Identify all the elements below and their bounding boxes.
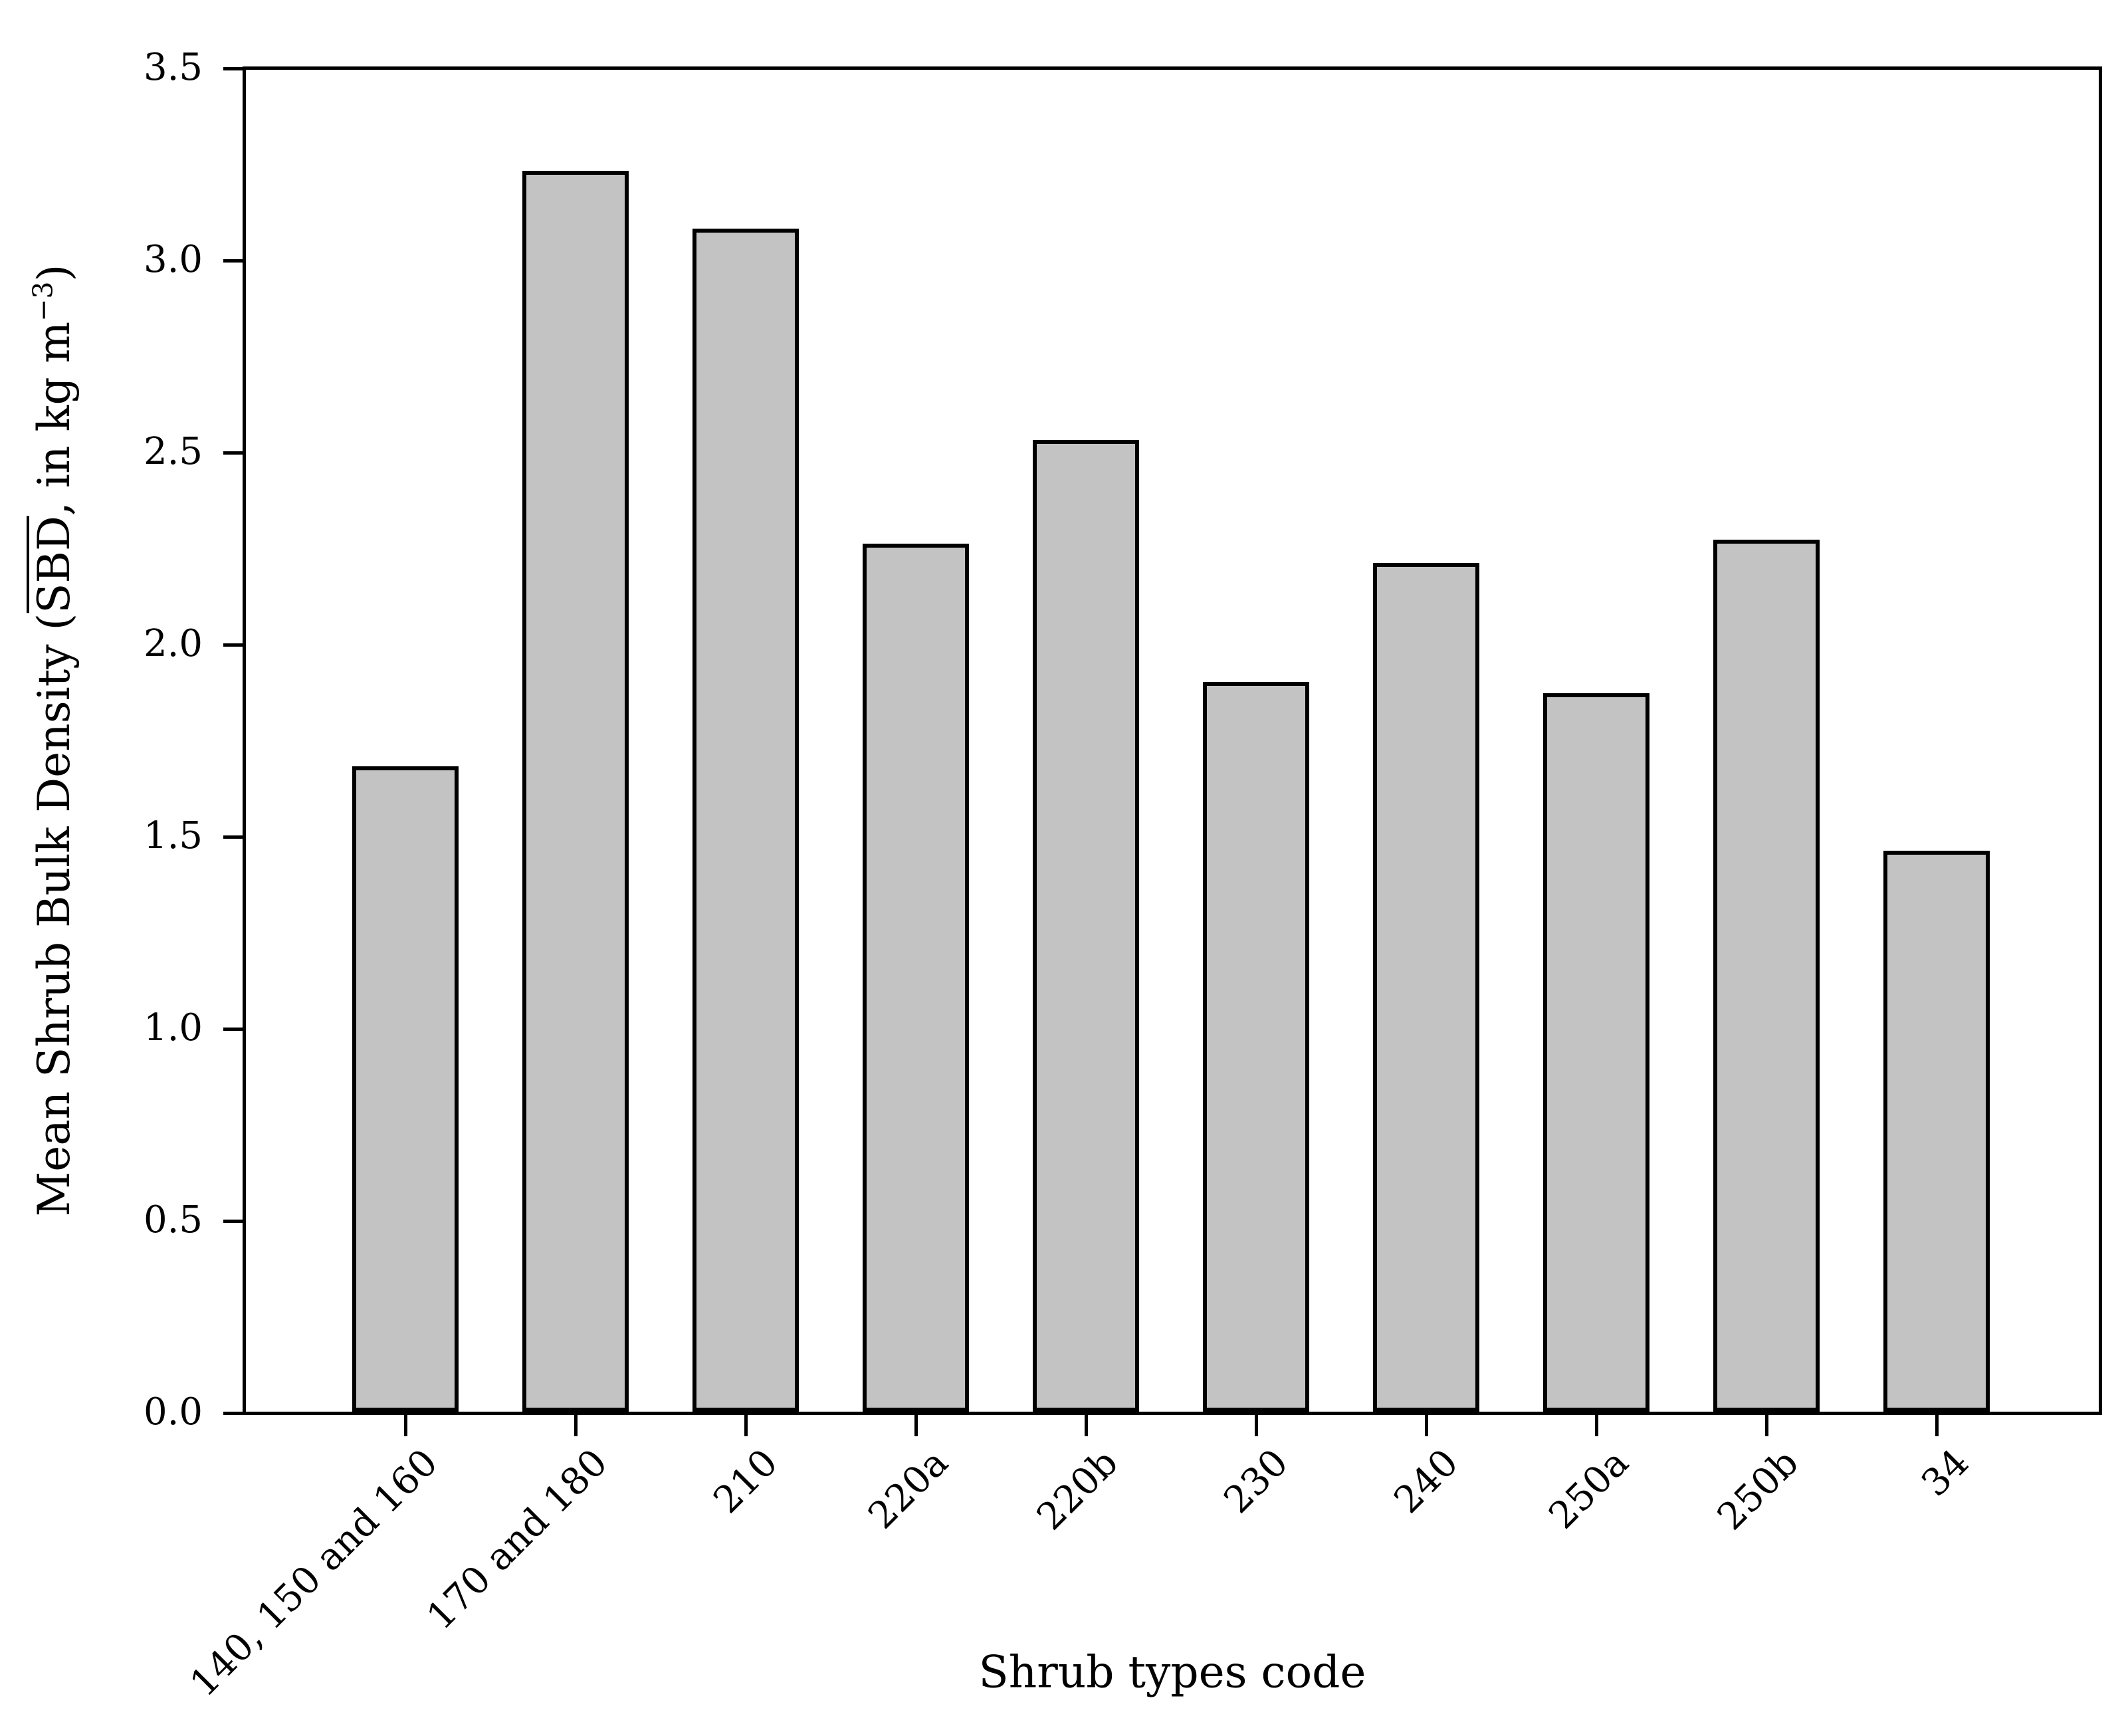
- bar: [1373, 563, 1479, 1412]
- x-tick-mark: [914, 1415, 918, 1436]
- y-tick-mark: [223, 835, 245, 839]
- y-axis-title-suffix: ): [29, 264, 80, 282]
- x-tick-label: 170 and 180: [419, 1441, 617, 1638]
- x-tick-label: 210: [705, 1441, 787, 1522]
- x-tick-mark: [1085, 1415, 1088, 1436]
- x-tick-label: 250a: [1540, 1441, 1638, 1538]
- y-tick-label: 1.0: [143, 1006, 203, 1049]
- x-tick-label: 230: [1216, 1441, 1297, 1522]
- y-tick-mark: [223, 1412, 245, 1415]
- bar: [1033, 440, 1139, 1412]
- y-tick-label: 2.0: [143, 622, 203, 665]
- y-tick-mark: [223, 259, 245, 263]
- y-tick-mark: [223, 1028, 245, 1031]
- y-axis-title-superscript: −3: [27, 281, 59, 322]
- y-tick-label: 0.0: [143, 1390, 203, 1434]
- bar: [692, 229, 799, 1412]
- x-tick-mark: [1255, 1415, 1258, 1436]
- bar: [1543, 693, 1649, 1412]
- x-axis-title: Shrub types code: [978, 1646, 1366, 1698]
- x-tick-label: 250b: [1709, 1441, 1808, 1539]
- y-tick-mark: [223, 67, 245, 70]
- y-tick-label: 1.5: [143, 814, 203, 857]
- y-axis-title: Mean Shrub Bulk Density (SBD, in kg m−3): [27, 264, 80, 1217]
- bar: [522, 171, 629, 1412]
- plot-area: [243, 66, 2102, 1415]
- x-tick-mark: [574, 1415, 578, 1436]
- x-tick-mark: [1595, 1415, 1598, 1436]
- x-tick-label: 220b: [1029, 1441, 1127, 1539]
- y-axis-title-prefix: Mean Shrub Bulk Density (: [29, 613, 80, 1217]
- y-tick-mark: [223, 451, 245, 455]
- x-tick-label: 240: [1386, 1441, 1467, 1522]
- y-tick-mark: [223, 1220, 245, 1223]
- x-tick-mark: [744, 1415, 748, 1436]
- bar: [1883, 851, 1990, 1412]
- y-tick-label: 2.5: [143, 430, 203, 473]
- bar: [1713, 540, 1820, 1412]
- y-tick-label: 3.0: [143, 238, 203, 281]
- y-tick-mark: [223, 643, 245, 647]
- x-tick-label: 220a: [859, 1441, 957, 1538]
- x-tick-mark: [1765, 1415, 1768, 1436]
- x-tick-label: 140, 150 and 160: [181, 1441, 447, 1705]
- x-tick-mark: [1935, 1415, 1939, 1436]
- x-tick-label: 34: [1913, 1441, 1978, 1505]
- y-axis-title-sbd-overline: SBD: [27, 516, 80, 613]
- x-tick-mark: [1425, 1415, 1428, 1436]
- y-tick-label: 3.5: [143, 46, 203, 89]
- bar: [352, 766, 459, 1412]
- bar: [863, 544, 969, 1412]
- bar: [1203, 682, 1309, 1412]
- y-tick-label: 0.5: [143, 1198, 203, 1242]
- x-tick-mark: [404, 1415, 407, 1436]
- y-axis-title-mid: , in kg m: [29, 321, 80, 516]
